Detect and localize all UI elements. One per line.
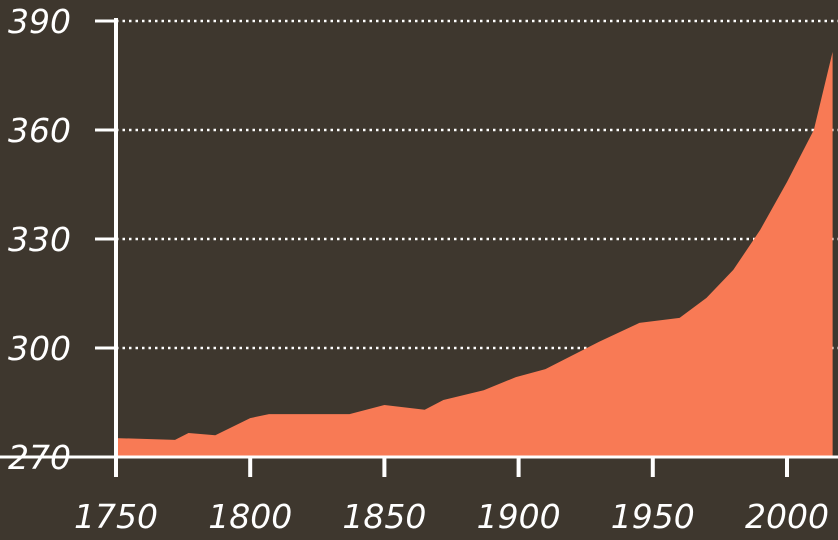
y-tick-label: 390 <box>8 2 71 41</box>
x-tick-labels: 1750 1800 1850 1900 1950 2000 <box>74 497 829 536</box>
x-tick-label: 1850 <box>342 497 426 536</box>
x-tick-label: 2000 <box>745 497 829 536</box>
x-tick-label: 1800 <box>208 497 292 536</box>
y-tick-labels: 270 300 330 360 390 <box>8 2 71 477</box>
area-series <box>116 51 833 458</box>
axes <box>0 18 838 477</box>
y-tick-label: 360 <box>8 111 71 150</box>
x-tick-label: 1750 <box>74 497 158 536</box>
y-tick-label: 330 <box>8 220 71 259</box>
x-tick-label: 1950 <box>611 497 695 536</box>
y-tick-label: 300 <box>8 329 71 368</box>
x-tick-label: 1900 <box>477 497 561 536</box>
y-tick-label: 270 <box>8 438 71 477</box>
